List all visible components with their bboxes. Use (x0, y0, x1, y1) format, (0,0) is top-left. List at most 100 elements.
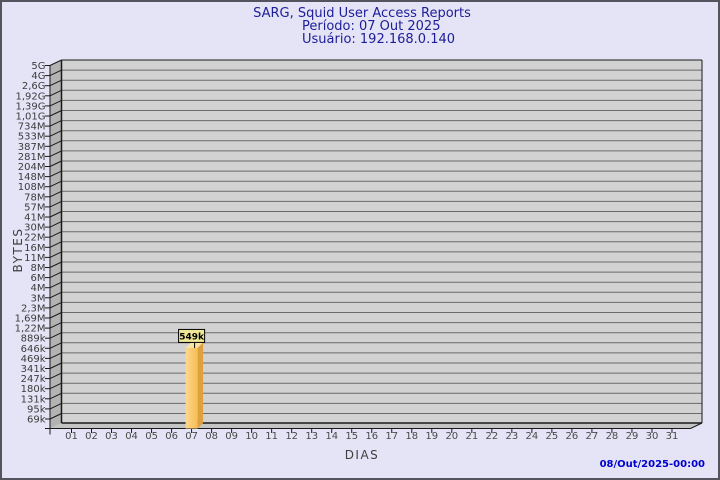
x-tick-label: 28 (606, 431, 619, 442)
y-tick-label: 3M (31, 293, 46, 304)
bar-side (197, 342, 204, 429)
y-tick-label: 734M (18, 122, 46, 133)
x-tick-label: 02 (85, 431, 98, 442)
y-axis-tick-diagonal (49, 251, 62, 258)
y-axis-tick-diagonal (49, 281, 62, 289)
y-axis-tick-diagonal (49, 150, 62, 157)
x-tick-label: 13 (305, 431, 318, 442)
y-tick-label: 1,22M (15, 324, 46, 335)
y-tick-label: 2,6G (22, 81, 46, 92)
y-tick-label: 16M (24, 243, 45, 254)
y-tick-label: 469k (21, 354, 46, 365)
x-tick-label: 06 (165, 431, 178, 442)
y-axis-tick-diagonal (49, 291, 62, 299)
y-axis-tick-diagonal (49, 241, 62, 248)
y-tick-label: 108M (18, 182, 46, 193)
x-tick-label: 23 (505, 431, 518, 442)
y-axis-tick-diagonal (49, 160, 62, 167)
x-tick-label: 22 (485, 431, 498, 442)
y-axis-tick-diagonal (49, 271, 62, 279)
y-axis-tick-diagonal (49, 59, 62, 66)
x-tick-label: 01 (65, 431, 78, 442)
y-tick-label: 4G (31, 71, 45, 82)
x-tick-label: 17 (385, 431, 398, 442)
y-tick-label: 1,92G (15, 91, 45, 102)
chart-subtitle-period: Período: 07 Out 2025 (302, 19, 441, 34)
y-tick-label: 6M (31, 273, 46, 284)
bar-front (185, 347, 198, 429)
y-axis-tick-diagonal (49, 231, 62, 238)
chart-subtitle-user: Usuário: 192.168.0.140 (302, 32, 456, 47)
y-tick-label: 4M (31, 283, 46, 294)
x-tick-label: 24 (526, 431, 539, 442)
y-axis-tick-diagonal (49, 392, 62, 400)
y-axis-tick-diagonal (49, 322, 62, 329)
y-tick-label: 247k (21, 374, 46, 385)
y-axis-tick-diagonal (49, 99, 62, 107)
y-axis-tick-diagonal (49, 301, 62, 309)
y-tick-label: 341k (21, 364, 46, 375)
y-tick-label: 57M (24, 202, 45, 213)
x-tick-label: 26 (566, 431, 579, 442)
y-tick-label: 2,3M (21, 303, 46, 314)
x-tick-label: 25 (546, 431, 559, 442)
bar-value-annotation (178, 328, 206, 343)
y-axis-tick-diagonal (49, 69, 62, 77)
y-tick-label: 1,01G (15, 112, 45, 123)
y-tick-label: 30M (24, 223, 45, 234)
x-tick-label: 07 (185, 431, 198, 442)
y-axis-tick-diagonal (49, 362, 62, 369)
y-axis-tick-diagonal (49, 221, 62, 228)
floor-right-edge (690, 422, 703, 429)
x-tick-label: 29 (626, 431, 639, 442)
x-tick-label: 30 (646, 431, 659, 442)
y-axis-tick-diagonal (49, 200, 62, 208)
y-axis-tick-diagonal (49, 120, 62, 127)
x-tick-label: 21 (465, 431, 478, 442)
y-tick-label: 889k (21, 334, 46, 345)
y-axis-tick-diagonal (49, 180, 62, 188)
bar-value-label: 549k (179, 332, 205, 342)
y-axis-tick-diagonal (49, 413, 62, 420)
y-tick-label: 11M (24, 253, 45, 264)
y-axis-tick-diagonal (49, 332, 62, 339)
x-tick-label: 03 (105, 431, 118, 442)
y-axis-tick-diagonal (49, 211, 62, 218)
y-tick-label: 281M (18, 152, 46, 163)
y-tick-label: 148M (18, 172, 46, 183)
x-tick-label: 31 (666, 431, 679, 442)
y-tick-label: 533M (18, 132, 46, 143)
y-axis-tick-diagonal (49, 190, 62, 198)
y-tick-label: 180k (21, 384, 46, 395)
generation-timestamp: 08/Out/2025-00:00 (599, 459, 705, 470)
y-axis-tick-diagonal (49, 110, 62, 117)
y-tick-label: 646k (21, 344, 46, 355)
y-tick-label: 1,69M (15, 314, 46, 325)
y-tick-label: 41M (24, 213, 45, 224)
y-tick-label: 1,39G (15, 101, 45, 112)
y-tick-label: 131k (21, 394, 46, 405)
y-axis-tick-diagonal (49, 312, 62, 319)
x-tick-label: 12 (285, 431, 298, 442)
y-axis-tick-diagonal (49, 402, 62, 410)
x-tick-label: 27 (586, 431, 599, 442)
chart-title: SARG, Squid User Access Reports (253, 6, 471, 21)
y-axis-title: BYTES (11, 227, 25, 273)
y-axis-tick-diagonal (49, 382, 62, 390)
y-axis-tick-diagonal (49, 342, 62, 349)
x-tick-label: 16 (365, 431, 378, 442)
x-tick-label: 09 (225, 431, 238, 442)
x-tick-label: 18 (405, 431, 418, 442)
x-tick-label: 05 (145, 431, 158, 442)
y-axis-tick-diagonal (49, 89, 62, 97)
y-tick-label: 22M (24, 233, 45, 244)
floor (50, 423, 702, 429)
y-tick-label: 204M (18, 162, 46, 173)
x-tick-label: 20 (445, 431, 458, 442)
x-tick-label: 14 (325, 431, 338, 442)
x-axis-title: DIAS (344, 448, 380, 462)
y-axis-tick-diagonal (49, 352, 62, 359)
x-tick-label: 10 (245, 431, 258, 442)
x-tick-label: 19 (425, 431, 438, 442)
